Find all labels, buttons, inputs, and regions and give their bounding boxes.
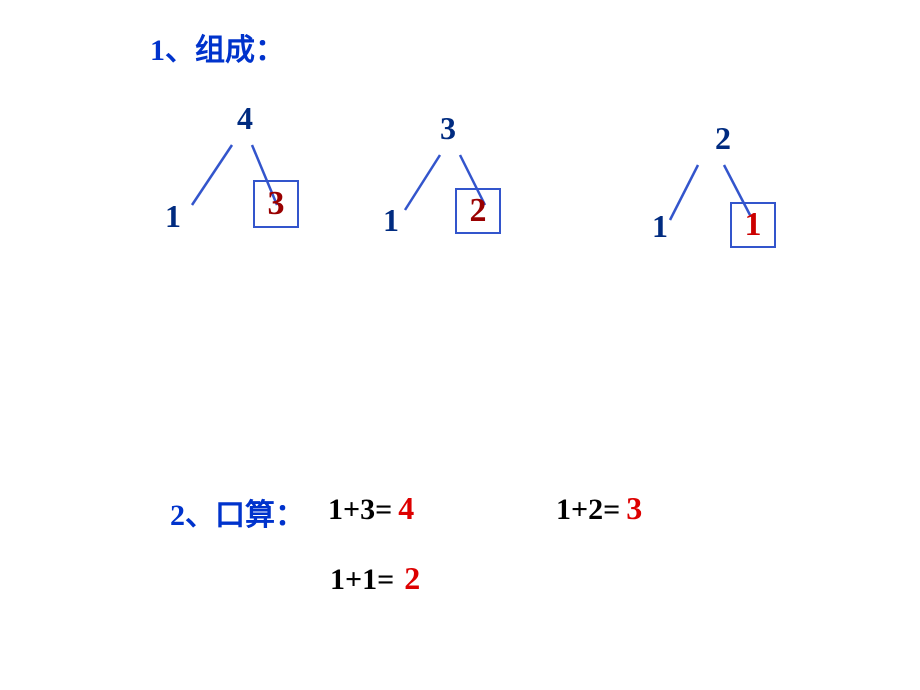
eq-2-text: 1+2= — [556, 493, 620, 527]
section2-title-text: 2、口算： — [170, 499, 305, 532]
section1-title-text: 1、组成： — [150, 34, 285, 67]
decomp-2-branches — [380, 110, 540, 260]
decomp-1-branches — [160, 100, 340, 260]
decomp-1-left: 1 — [165, 198, 181, 235]
decomposition-3: 2 1 1 — [630, 120, 810, 270]
decomposition-2: 3 1 2 — [380, 110, 540, 260]
eq-1-text: 1+3= — [328, 493, 392, 527]
eq-3-answer: 2 — [404, 560, 420, 597]
eq-2-answer: 3 — [626, 490, 642, 527]
decomp-3-box: 1 — [730, 202, 776, 248]
decomp-3-boxed: 1 — [745, 206, 762, 244]
section1-title: 1、组成： — [150, 25, 285, 69]
decomp-3-branches — [630, 120, 810, 270]
decomp-2-boxed: 2 — [470, 192, 487, 230]
decomp-2-left: 1 — [383, 202, 399, 239]
equation-1: 1+3= 4 — [328, 490, 414, 527]
equation-2: 1+2= 3 — [556, 490, 642, 527]
eq-3-text: 1+1= — [330, 563, 394, 597]
eq-1-answer: 4 — [398, 490, 414, 527]
decomp-2-box: 2 — [455, 188, 501, 234]
equation-3: 1+1= 2 — [330, 560, 420, 597]
decomp-3-left: 1 — [652, 208, 668, 245]
decomp-1-boxed: 3 — [268, 185, 285, 223]
decomposition-1: 4 1 3 — [160, 100, 340, 260]
decomp-1-box: 3 — [253, 180, 299, 228]
section2-title: 2、口算： — [170, 490, 305, 534]
